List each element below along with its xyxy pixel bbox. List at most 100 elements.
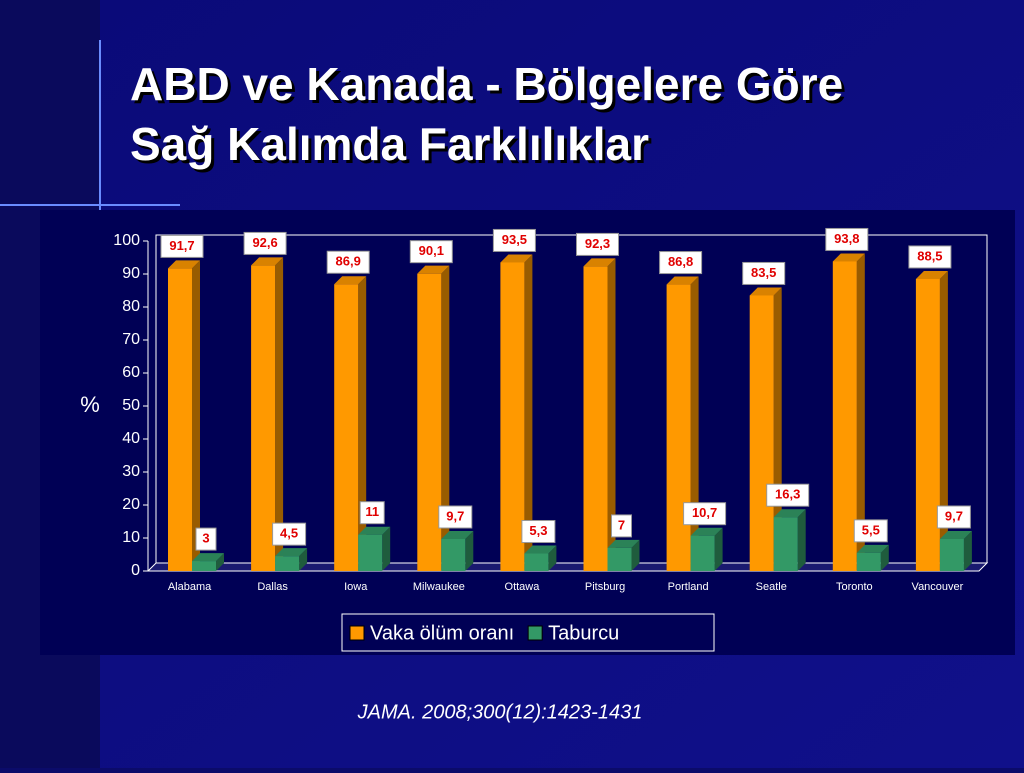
bar-top (607, 539, 640, 548)
bar-side (607, 258, 616, 571)
value-label: 93,5 (502, 232, 527, 247)
back-wall (155, 234, 988, 563)
bar-top (773, 509, 806, 518)
y-tick-label: 50 (122, 397, 140, 414)
bar (417, 273, 442, 571)
bar-side (299, 548, 308, 571)
bar (856, 552, 881, 571)
value-label: 9,7 (446, 508, 464, 523)
value-label: 16,3 (775, 487, 800, 502)
bar-side (714, 527, 723, 571)
value-label: 11 (365, 504, 379, 519)
bar-top (192, 553, 224, 562)
value-label: 92,6 (252, 235, 277, 250)
value-label: 88,5 (917, 248, 942, 263)
y-tick-label: 30 (122, 463, 140, 480)
bar-side (465, 530, 474, 571)
value-label-box (326, 250, 370, 274)
bar (441, 538, 466, 571)
bar (251, 265, 276, 571)
value-label: 93,8 (834, 231, 859, 246)
x-tick-label: Pitsburg (585, 581, 625, 593)
bar (607, 547, 632, 571)
bar (749, 295, 774, 571)
bar-side (880, 544, 889, 571)
bar-side (441, 265, 450, 571)
value-label: 3 (202, 531, 209, 546)
value-label-box (243, 231, 287, 255)
bar (192, 561, 216, 571)
value-label-box (766, 483, 810, 507)
y-tick-label: 80 (122, 298, 140, 315)
title: Sağ Kalımda Farklılıklar (130, 118, 649, 170)
bar (500, 262, 525, 571)
bar-top (749, 287, 782, 296)
value-label-box (195, 527, 217, 551)
title-shadow: ABD ve Kanada - Bölgelere Göre (133, 61, 846, 113)
bar (690, 535, 715, 571)
value-label: 86,9 (336, 254, 361, 269)
bar-top (251, 257, 284, 266)
value-label-box (521, 520, 556, 544)
x-tick-label: Dallas (257, 581, 288, 593)
bar-side (963, 530, 972, 571)
legend-label: Taburcu (548, 622, 619, 644)
x-tick-label: Milwaukee (413, 581, 465, 593)
title-shadow: Sağ Kalımda Farklılıklar (133, 121, 652, 173)
bar (939, 538, 964, 571)
value-label-box (409, 240, 453, 264)
bar (915, 278, 940, 571)
bar-top (524, 545, 557, 554)
value-label-box (936, 505, 971, 529)
value-label-box (683, 502, 727, 526)
bar-side (631, 539, 640, 571)
value-label-box (908, 245, 952, 269)
y-tick-label: 40 (122, 430, 140, 447)
legend-swatch (349, 625, 365, 641)
value-label: 91,7 (169, 238, 194, 253)
y-tick-label: 10 (122, 529, 140, 546)
bar-top (832, 253, 865, 262)
value-label-box (825, 227, 869, 251)
bar-top (856, 544, 889, 553)
value-label: 10,7 (692, 505, 717, 520)
title: ABD ve Kanada - Bölgelere Göre (130, 58, 843, 110)
value-label: 5,3 (529, 523, 547, 538)
x-tick-label: Seatle (756, 581, 787, 593)
value-label-box (160, 234, 204, 258)
bar-top (666, 276, 699, 285)
value-label-box (272, 522, 307, 546)
y-tick-label: 60 (122, 364, 140, 381)
bar-top (500, 254, 533, 263)
bar-top (275, 548, 308, 557)
value-label-box (576, 232, 619, 256)
bar-top (168, 260, 200, 269)
bar-side (797, 509, 806, 571)
legend-label: Vaka ölüm oranı (370, 622, 514, 644)
y-tick-label: 0 (131, 562, 140, 579)
bar-side (524, 254, 533, 571)
bar (358, 534, 383, 571)
value-label-box (853, 519, 888, 543)
value-label: 86,8 (668, 254, 693, 269)
value-label: 83,5 (751, 265, 776, 280)
bar-side (275, 257, 284, 571)
bar-side (548, 545, 557, 571)
bar-side (856, 253, 865, 571)
x-tick-label: Iowa (344, 581, 368, 593)
bar-side (382, 526, 391, 571)
x-tick-label: Portland (668, 581, 709, 593)
bar-side (358, 276, 367, 571)
x-tick-label: Alabama (168, 581, 212, 593)
bar (666, 284, 691, 571)
bar-top (417, 265, 450, 274)
bar-top (334, 276, 367, 285)
bar-side (192, 260, 200, 571)
value-label-box (659, 251, 703, 275)
y-axis-label: % (80, 392, 100, 417)
bar-top (690, 527, 723, 536)
x-tick-label: Toronto (836, 581, 873, 593)
value-label-box (742, 261, 786, 285)
